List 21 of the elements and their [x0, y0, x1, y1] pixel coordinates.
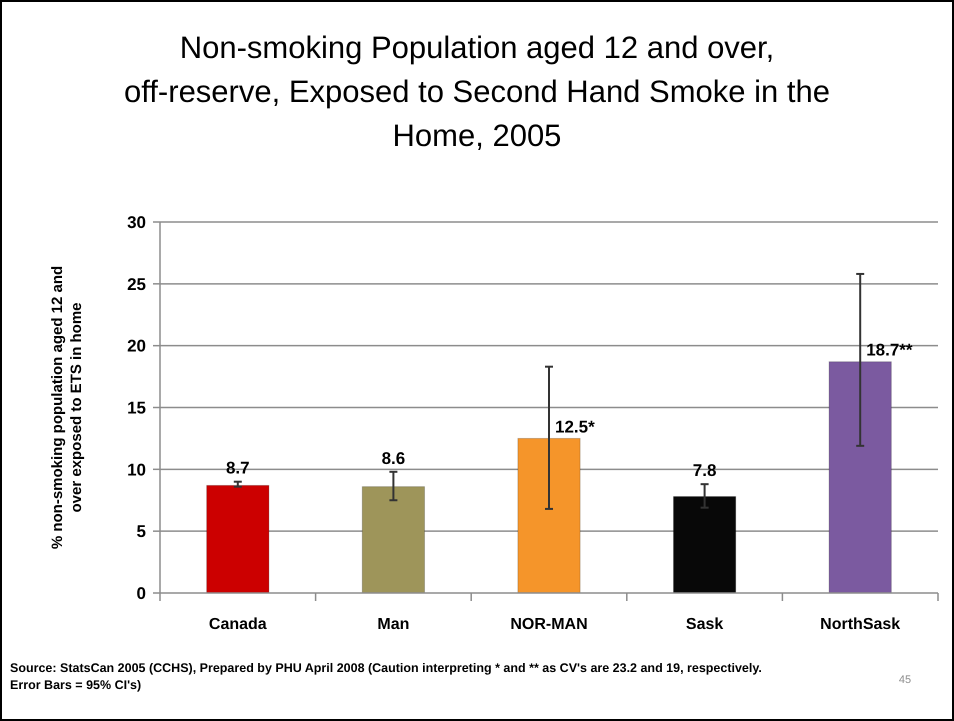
y-axis-title: % non-smoking population aged 12 and over exposed to ETS in home	[49, 266, 85, 550]
x-tick-label: NOR-MAN	[510, 616, 588, 633]
data-label: 8.6	[382, 448, 406, 468]
y-tick-label: 15	[127, 398, 146, 418]
y-tick-label: 20	[127, 336, 146, 356]
data-label: 12.5*	[555, 417, 596, 436]
y-tick-label: 0	[136, 584, 146, 603]
x-tick-label: Canada	[208, 616, 267, 633]
x-tick-label: Man	[377, 616, 410, 633]
source-note: Source: StatsCan 2005 (CCHS), Prepared by PHU April 2008 (Caution interpreting * and ** as CV's are 23.2 and 19, respectively. Error Bars = 95% CI's)	[10, 661, 762, 692]
x-tick-label: NorthSask	[820, 616, 900, 633]
y-tick-label: 30	[127, 212, 146, 232]
y-tick-label: 25	[127, 274, 146, 294]
chart-title: Non-smoking Population aged 12 and over, off-reserve, Exposed to Second Hand Smoke in the Home, 2005	[124, 30, 830, 153]
data-label: 8.7	[226, 458, 250, 478]
y-tick-label: 10	[127, 460, 146, 480]
data-label: 18.7**	[866, 340, 913, 360]
x-tick-label: Sask	[686, 616, 724, 633]
y-tick-label: 5	[136, 522, 146, 542]
data-label: 7.8	[692, 461, 716, 480]
text: 45	[898, 674, 912, 686]
